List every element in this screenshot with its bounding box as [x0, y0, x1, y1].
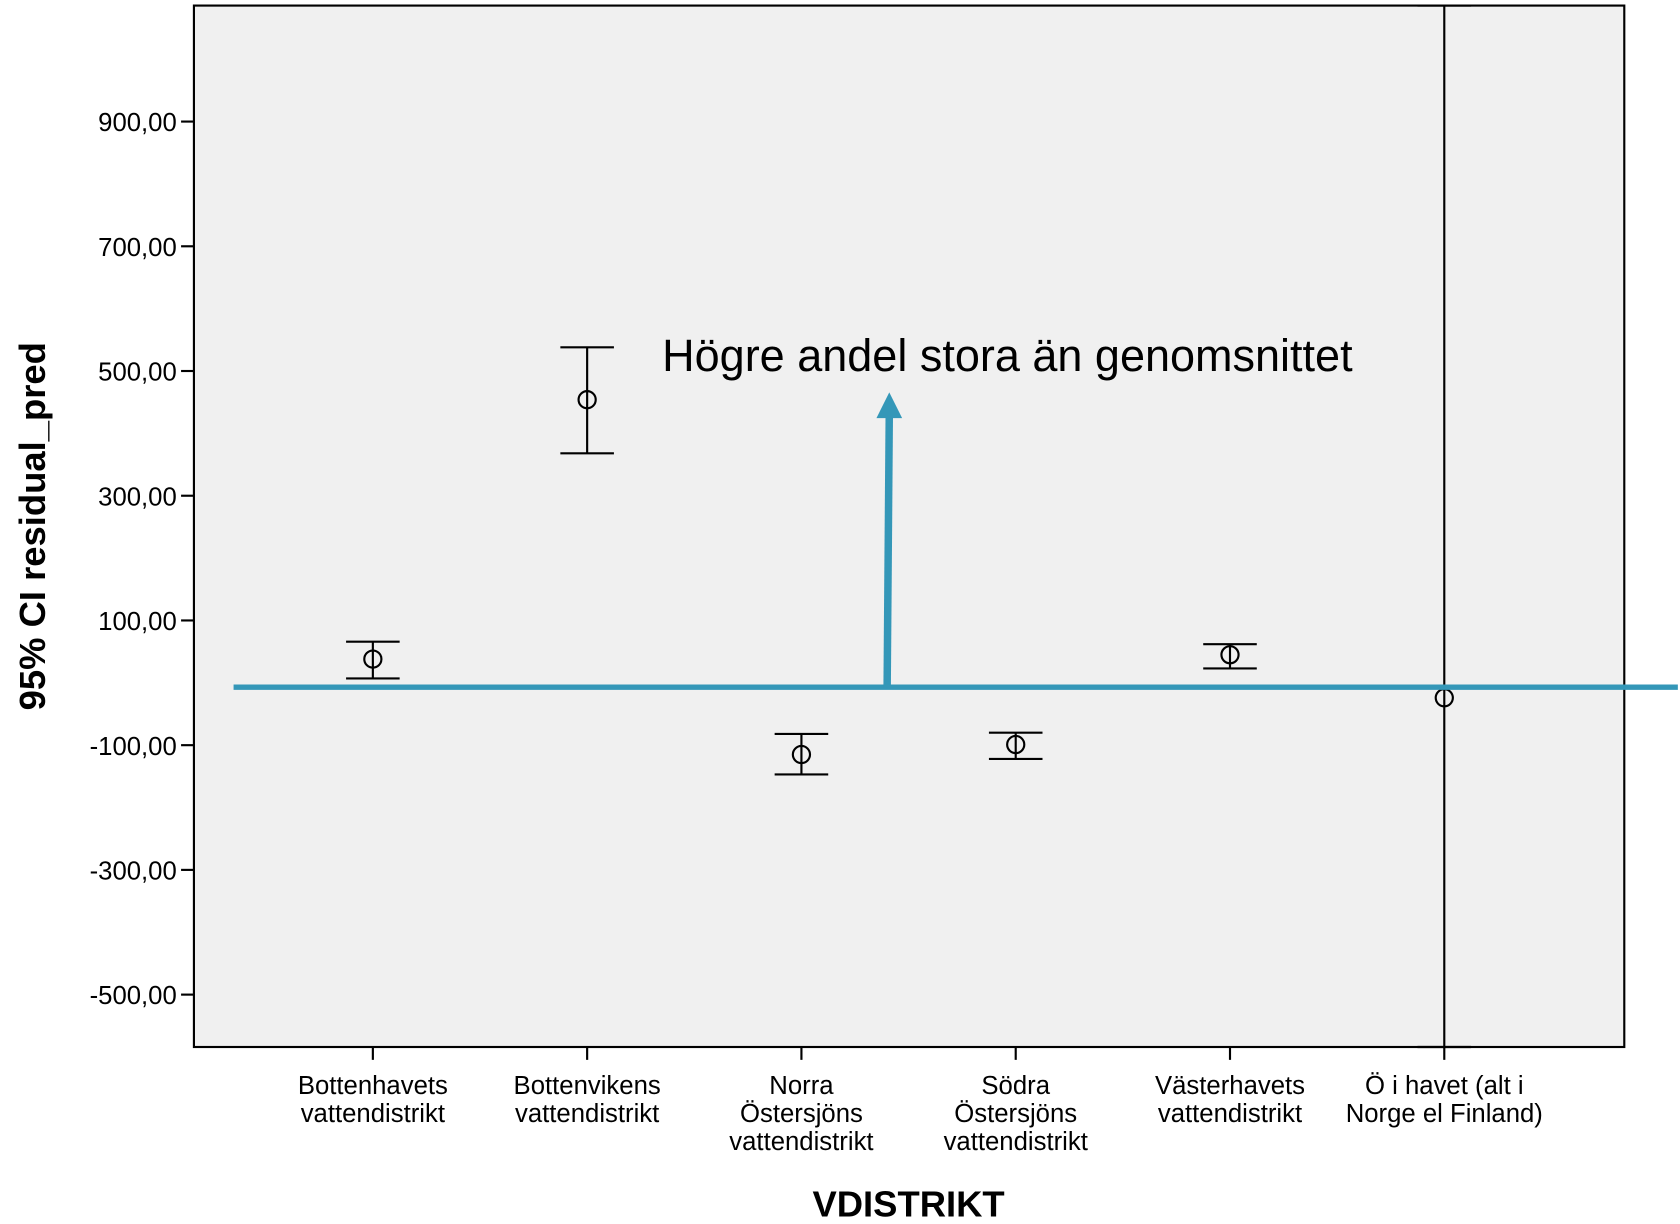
y-tick-label: -300,00 [90, 858, 177, 886]
x-tick-label: Bottenhavets vattendistrikt [298, 1072, 448, 1128]
x-tick-label: Bottenvikens vattendistrikt [514, 1072, 661, 1128]
y-tick-label: -100,00 [90, 733, 177, 761]
mean-marker [1006, 734, 1026, 755]
y-axis-label: 95% CI residual_pred [12, 342, 53, 710]
annotation: Högre andel stora än genomsnittet [662, 330, 1353, 381]
mean-marker [577, 390, 597, 410]
y-tick-label: 100,00 [98, 608, 177, 636]
mean-marker [791, 744, 812, 765]
y-tick-label: 300,00 [98, 483, 177, 511]
mean-marker [363, 649, 383, 669]
arrow-head [876, 392, 903, 419]
x-tick-label: Södra Östersjöns vattendistrikt [944, 1072, 1088, 1156]
x-tick-label: Västerhavets vattendistrikt [1155, 1072, 1305, 1128]
plot-area [192, 4, 1626, 1049]
arrow-shaft [883, 412, 894, 688]
x-tick-label: Ö i havet (alt i Norge el Finland) [1346, 1072, 1543, 1128]
x-axis-label: VDISTRIKT [812, 1183, 1004, 1224]
y-tick-label: 900,00 [98, 109, 177, 137]
y-tick-label: -500,00 [90, 982, 177, 1010]
mean-marker [1220, 645, 1240, 665]
x-tick-label: Norra Östersjöns vattendistrikt [729, 1072, 873, 1156]
y-tick-label: 500,00 [98, 359, 177, 387]
y-tick-label: 700,00 [98, 234, 177, 262]
